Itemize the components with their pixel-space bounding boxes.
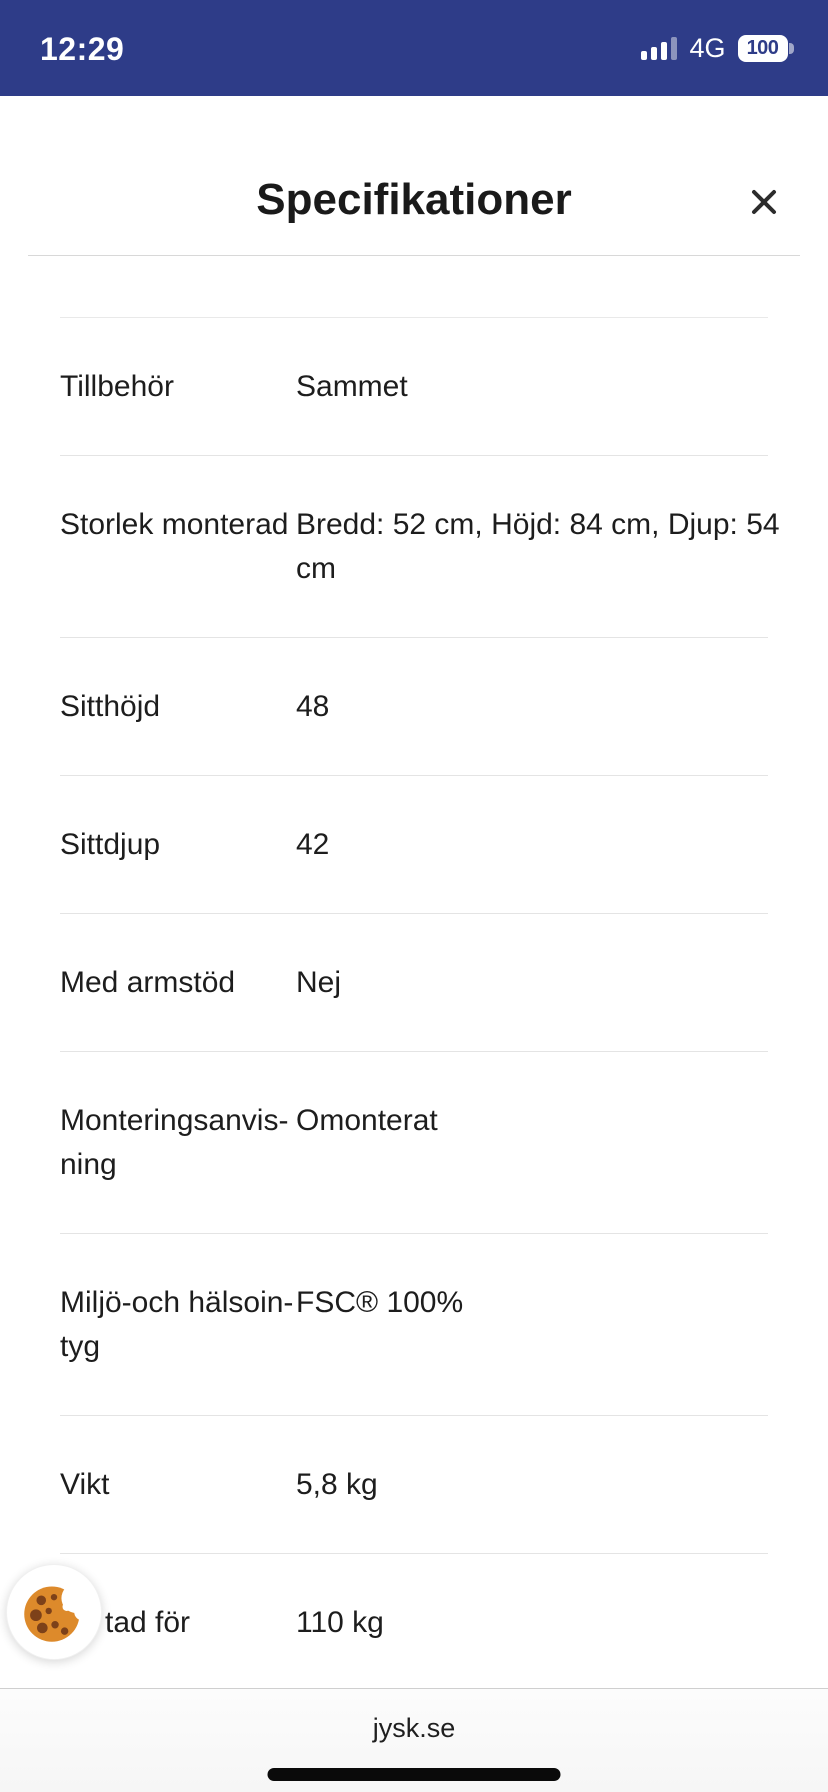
modal-header: Specifikationer <box>28 96 800 256</box>
spec-label: Sittdjup <box>60 827 161 861</box>
spec-label: Vikt <box>60 1467 110 1501</box>
table-row: Monteringsanvis- ning Omonterat <box>60 1052 768 1234</box>
spec-value: FSC® 100% <box>296 1285 464 1319</box>
spec-value: Omonterat <box>296 1103 438 1137</box>
close-icon <box>752 190 776 214</box>
spec-value: Nej <box>296 965 342 999</box>
spec-label: Med armstöd <box>60 965 236 999</box>
table-row: Miljö-och hälsoin- tyg FSC® 100% <box>60 1234 768 1416</box>
table-row: Tillbehör Sammet <box>60 318 768 456</box>
table-row: Storlek monterad Bredd: 52 cm, Höjd: 84 … <box>60 456 780 638</box>
spec-label: Miljö-och hälsoin- tyg <box>60 1285 294 1363</box>
browser-bottom-bar: jysk.se <box>0 1688 828 1792</box>
cookie-consent-button[interactable] <box>6 1564 102 1660</box>
spec-label: Monteringsanvis- ning <box>60 1103 289 1181</box>
network-type-label: 4G <box>689 32 726 63</box>
table-row: Sitthöjd 48 <box>60 638 768 776</box>
status-bar: 12:29 4G 100 <box>0 0 828 96</box>
spec-label: Tillbehör <box>60 369 174 403</box>
home-indicator[interactable] <box>267 1768 561 1781</box>
spec-value: Sammet <box>296 369 408 403</box>
scrolled-row-remainder <box>60 256 768 318</box>
signal-strength-icon <box>641 36 678 60</box>
spec-value: Bredd: 52 cm, Höjd: 84 cm, Djup: 54 cm <box>296 507 780 585</box>
battery-percent: 100 <box>746 36 779 59</box>
spec-label: Sitthöjd <box>60 689 161 723</box>
spec-value: 5,8 kg <box>296 1467 378 1501</box>
page-title: Specifikationer <box>256 175 572 224</box>
spec-label: tad för <box>105 1605 191 1639</box>
cookie-icon <box>24 1583 88 1642</box>
spec-value: 110 kg <box>296 1605 384 1639</box>
spec-label: Storlek monterad <box>60 507 289 541</box>
battery-tip <box>789 42 794 54</box>
specifications-table: Tillbehör Sammet Storlek monterad Bredd:… <box>60 256 780 1692</box>
status-right-cluster: 4G 100 <box>641 0 794 96</box>
spec-value: 48 <box>296 689 330 723</box>
battery-icon: 100 <box>737 34 794 62</box>
table-row: Sittdjup 42 <box>60 776 768 914</box>
table-row: Vikt 5,8 kg <box>60 1416 768 1554</box>
table-row: tad för 110 kg <box>60 1554 768 1692</box>
clock: 12:29 <box>40 31 125 67</box>
table-row: Med armstöd Nej <box>60 914 768 1052</box>
close-button[interactable] <box>746 184 782 220</box>
spec-value: 42 <box>296 827 330 861</box>
address-bar-domain[interactable]: jysk.se <box>372 1713 456 1743</box>
